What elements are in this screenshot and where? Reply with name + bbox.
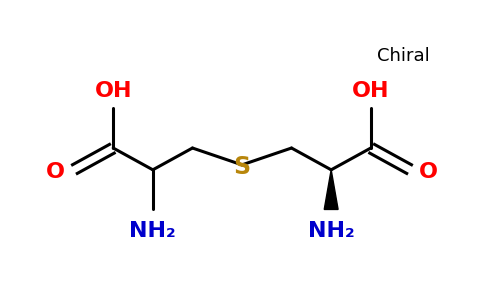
Text: OH: OH bbox=[352, 81, 390, 100]
Text: NH₂: NH₂ bbox=[308, 221, 355, 241]
Polygon shape bbox=[324, 170, 338, 209]
Text: O: O bbox=[46, 162, 65, 182]
Text: NH₂: NH₂ bbox=[129, 221, 176, 241]
Text: OH: OH bbox=[94, 81, 132, 100]
Text: Chiral: Chiral bbox=[377, 47, 430, 65]
Text: S: S bbox=[233, 155, 251, 179]
Text: O: O bbox=[419, 162, 438, 182]
